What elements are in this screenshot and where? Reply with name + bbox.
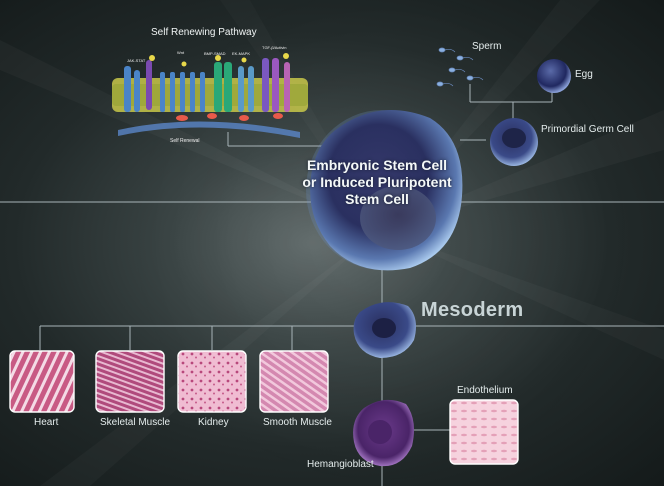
stem-cell-label-line-3: Stem Cell (345, 191, 409, 207)
hemangioblast-cell (353, 399, 414, 467)
hemangioblast-label: Hemangioblast (307, 459, 374, 470)
mesoderm-cell (353, 302, 416, 358)
receptor-label-ek-mapk: EK-MAPK (232, 51, 251, 56)
skeletal-muscle-label: Skeletal Muscle (100, 417, 171, 428)
tissue-tiles (9, 350, 519, 465)
self-renewing-pathway-graphic (112, 53, 308, 138)
smooth-muscle-tile (259, 350, 329, 413)
receptor-label-wnt: Wnt (177, 50, 185, 55)
skeletal-muscle-tile (95, 350, 165, 413)
sperm-label: Sperm (472, 41, 502, 52)
primordial-germ-cell-label: Primordial Germ Cell (541, 124, 634, 135)
stem-cell-label-line-2: or Induced Pluripotent (302, 174, 452, 190)
kidney-label: Kidney (198, 417, 229, 428)
endothelium-tile (449, 399, 519, 465)
stem-cell-label-line-1: Embryonic Stem Cell (306, 157, 448, 173)
smooth-muscle-label: Smooth Muscle (263, 417, 332, 428)
stem-cell-label: Embryonic Stem Cell or Induced Pluripote… (292, 157, 462, 208)
endothelium-label: Endothelium (457, 385, 513, 396)
sperm-cells (436, 47, 484, 87)
self-renewal-label: Self Renewal (170, 138, 200, 144)
egg-cell (537, 59, 571, 93)
pathway-title: Self Renewing Pathway (151, 27, 257, 38)
embryonic-stem-cell (306, 110, 463, 271)
receptor-label-bmp-smad: BMP-SMAD (204, 51, 226, 56)
egg-label: Egg (575, 69, 593, 80)
primordial-germ-cell (490, 118, 538, 166)
receptor-label-jak-stat: JAK-STAT (127, 58, 146, 63)
mesoderm-label: Mesoderm (421, 299, 524, 321)
heart-tile (9, 350, 75, 413)
kidney-tile (177, 350, 247, 413)
heart-label: Heart (34, 417, 59, 428)
receptor-label-tgf-activin: TGF-β/Activin (262, 45, 287, 50)
